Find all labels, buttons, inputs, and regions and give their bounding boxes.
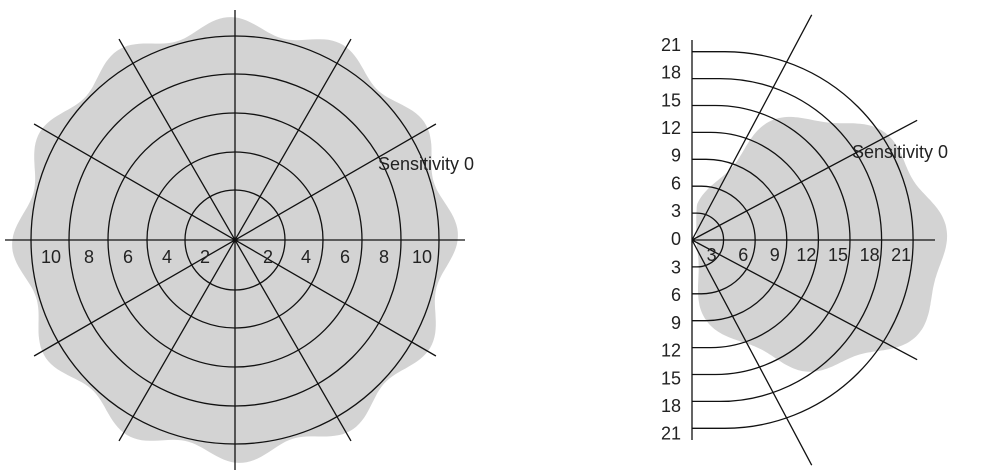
range-label: 2	[200, 247, 210, 267]
range-label: 21	[891, 245, 911, 265]
range-label: 15	[661, 368, 681, 388]
range-label: 9	[770, 245, 780, 265]
spoke	[691, 14, 813, 241]
range-label: 8	[84, 247, 94, 267]
range-label: 9	[671, 313, 681, 333]
spoke	[691, 239, 813, 466]
range-label: 6	[738, 245, 748, 265]
range-label: 6	[671, 285, 681, 305]
coverage-area	[696, 116, 948, 372]
right-diagram: 21 18 15 12 9 6 3 0 3 6 9 12 15 18 21 3 6 9 12 15 18 21 Sensit…	[661, 14, 948, 466]
range-label: 15	[661, 90, 681, 110]
range-label: 4	[301, 247, 311, 267]
range-label: 21	[661, 424, 681, 444]
range-label: 0	[671, 229, 681, 249]
grid	[691, 14, 935, 466]
range-label: 3	[671, 201, 681, 221]
range-label: 4	[162, 247, 172, 267]
range-label: 6	[340, 247, 350, 267]
range-label: 3	[707, 245, 717, 265]
range-label: 12	[796, 245, 816, 265]
range-label: 8	[379, 247, 389, 267]
range-label: 15	[828, 245, 848, 265]
range-label: 6	[671, 173, 681, 193]
spoke	[691, 239, 918, 361]
left-diagram: 10 8 6 4 2 2 4 6 8 10 Sensitivity 0	[5, 10, 474, 470]
range-label: 21	[661, 35, 681, 55]
range-label: 12	[661, 341, 681, 361]
range-label: 3	[671, 257, 681, 277]
range-label: 10	[41, 247, 61, 267]
range-label: 6	[123, 247, 133, 267]
grid	[5, 10, 465, 470]
range-label: 18	[860, 245, 880, 265]
annotation: Sensitivity 0	[852, 142, 948, 162]
range-label: 12	[661, 118, 681, 138]
range-label: 2	[263, 247, 273, 267]
annotation: Sensitivity 0	[378, 154, 474, 174]
range-label: 9	[671, 146, 681, 166]
range-label: 18	[661, 396, 681, 416]
range-label: 10	[412, 247, 432, 267]
spoke	[691, 119, 918, 241]
range-label: 18	[661, 63, 681, 83]
spoke	[33, 123, 437, 357]
